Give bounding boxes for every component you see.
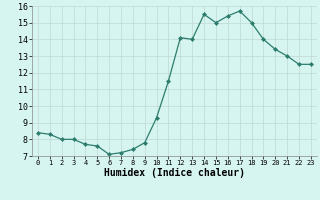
X-axis label: Humidex (Indice chaleur): Humidex (Indice chaleur) — [104, 168, 245, 178]
